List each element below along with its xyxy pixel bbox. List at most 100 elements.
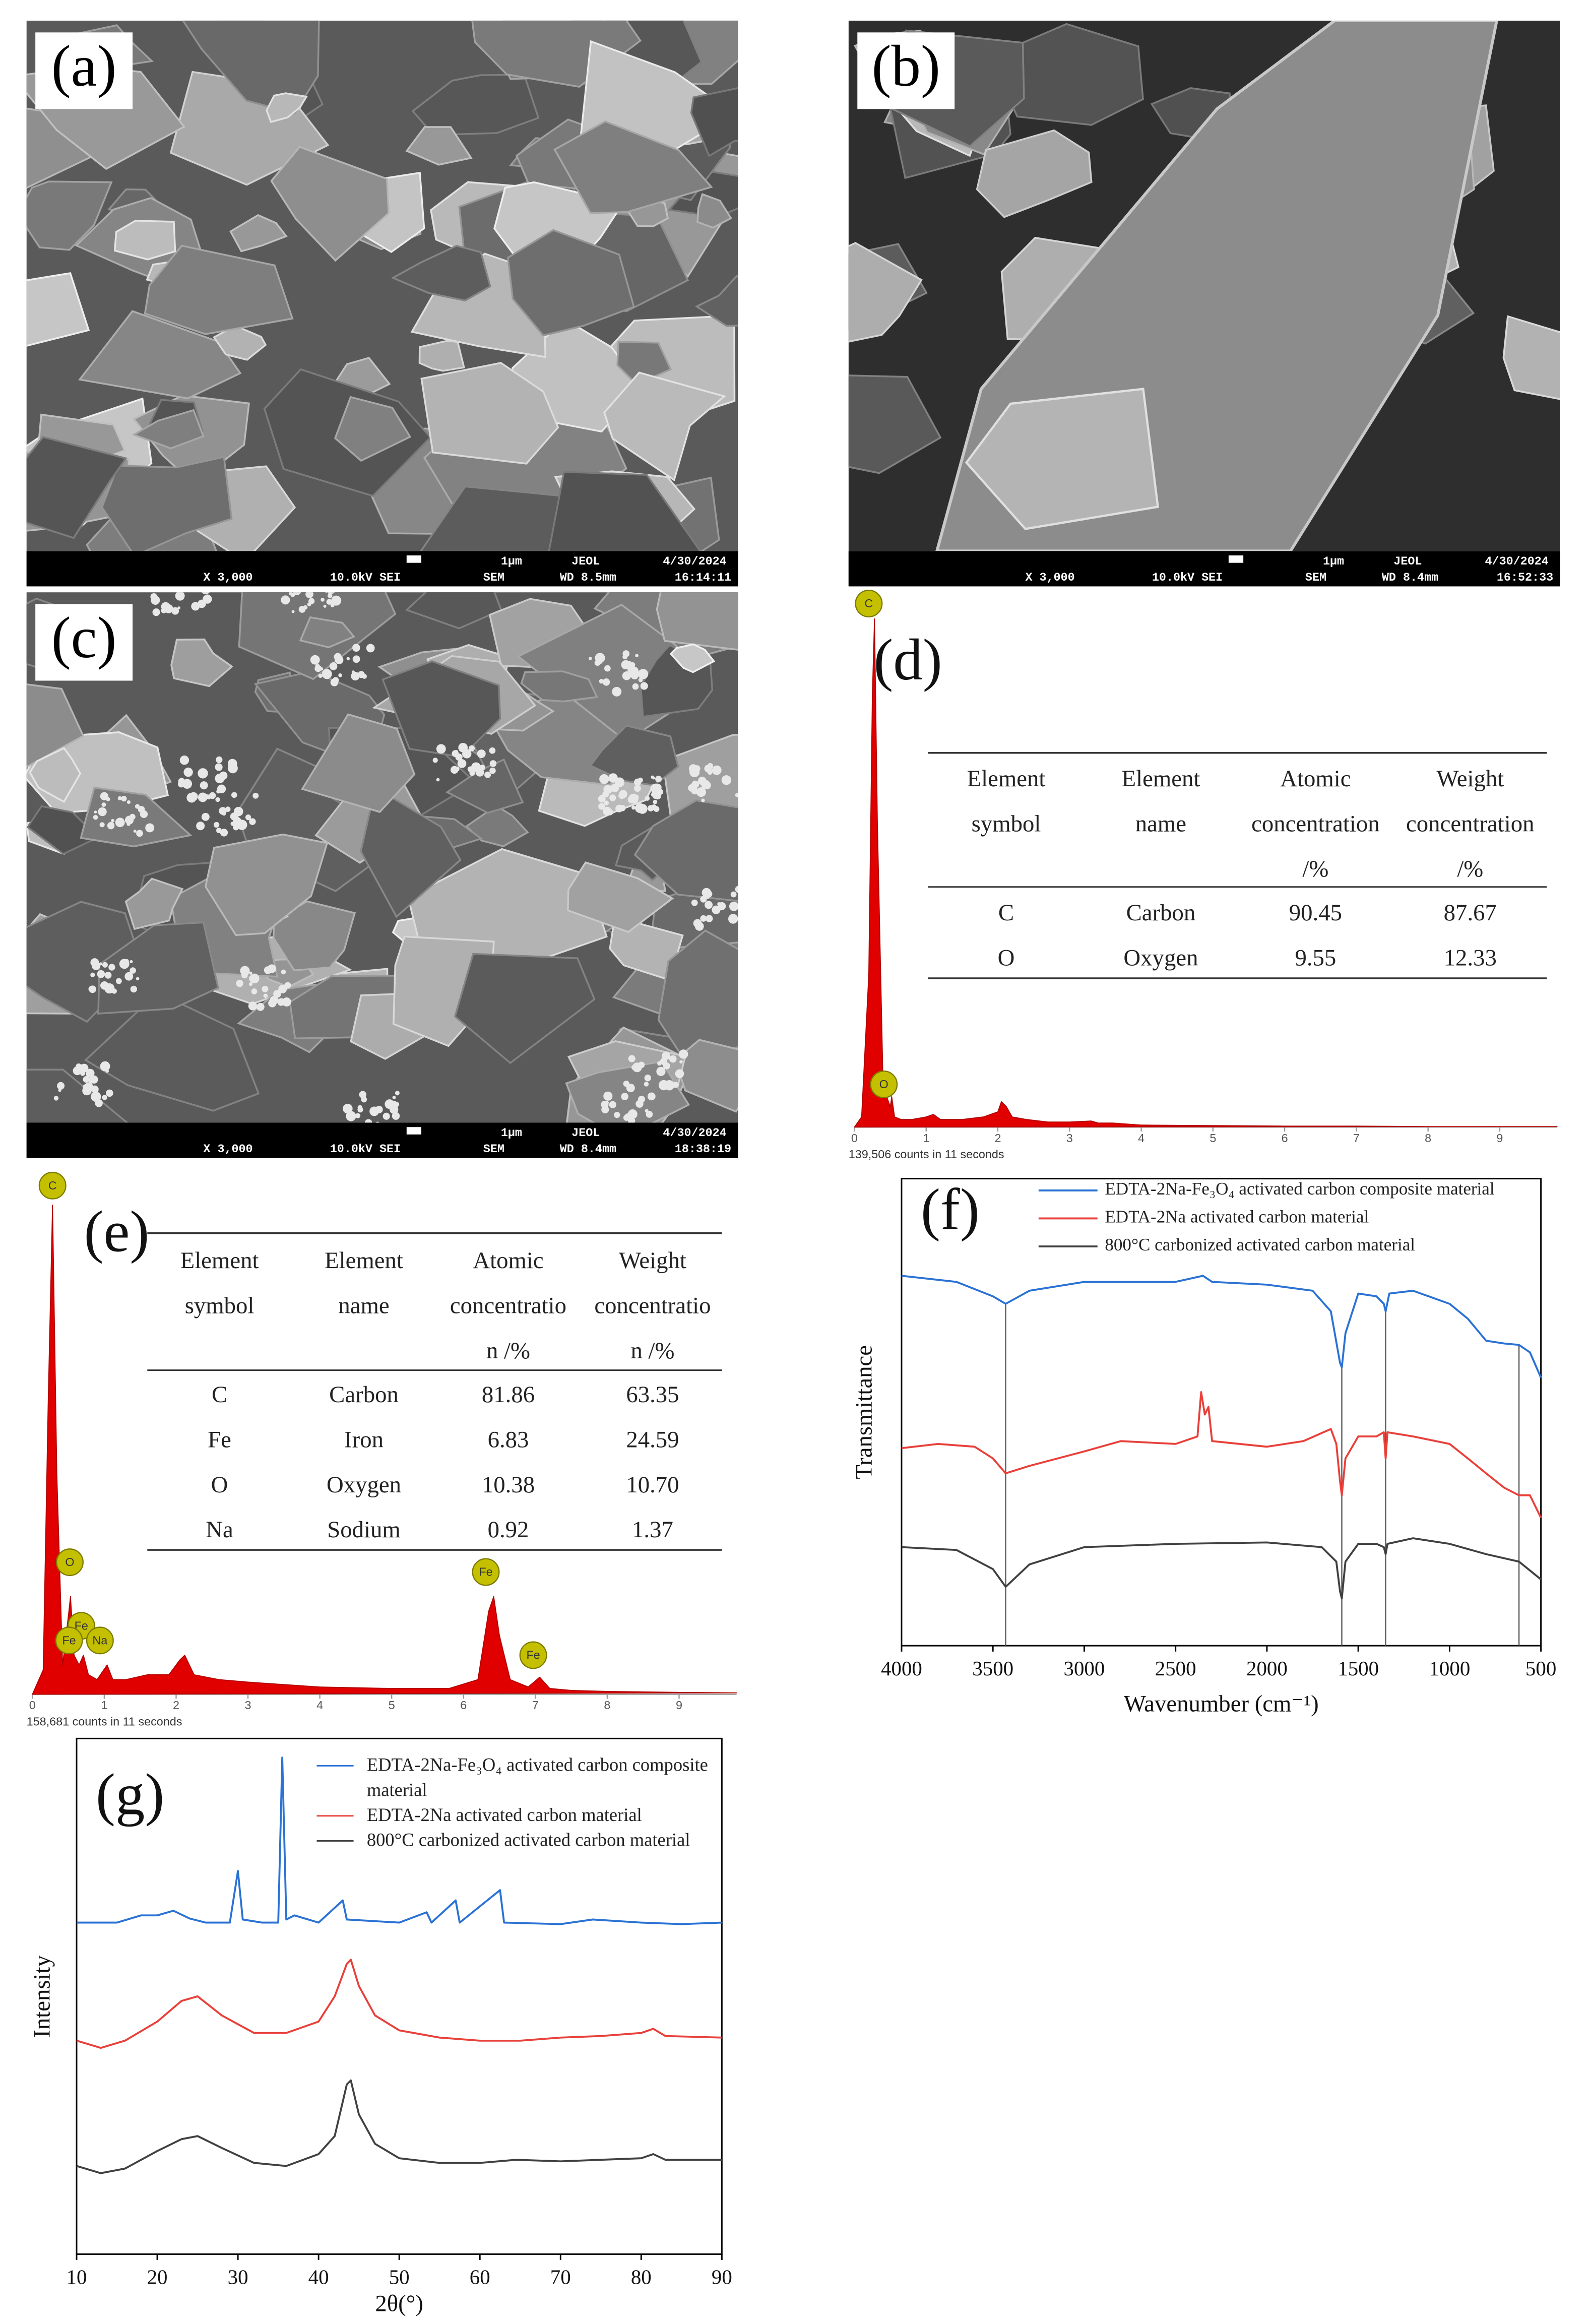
x-tick-label: 5 [1210,1132,1216,1145]
sem-speck [623,1114,630,1121]
sem-speck [638,669,649,679]
sem-speck [622,671,631,680]
sem-speck [196,822,205,831]
sem-flake [26,805,100,855]
sem-speck [640,682,648,690]
sem-speck [99,822,105,828]
sem-speck [712,765,722,775]
sem-speck [175,592,185,601]
sem-speck [663,1062,670,1070]
sem-speck [707,890,711,894]
sem-flake [690,87,738,157]
sem-speck [375,1121,379,1123]
sem-speck [232,824,239,831]
sem-speck [651,804,657,810]
sem-info: 10.0kV SEI [330,572,401,585]
peak-marker [472,1558,500,1586]
sem-speck [236,979,243,987]
sem-speck [366,644,375,653]
sem-speck [102,962,108,968]
table-header: n /% [486,1338,530,1364]
x-tick-label: 9 [676,1699,682,1712]
sem-speck [335,655,344,664]
x-tick-label: 2500 [1155,1657,1196,1680]
sem-speck [151,595,160,605]
sem-speck [678,1049,688,1059]
sem-speck [216,789,220,794]
sem-speck [658,1080,669,1091]
table-header: Element [967,766,1046,792]
x-tick-label: 50 [389,2266,410,2289]
sem-speck [136,830,143,837]
sem-speck [622,650,630,657]
sem-speck [90,958,99,967]
sem-flake [26,683,85,768]
sem-speck [117,796,122,800]
legend-label: 800°C carbonized activated carbon materi… [1105,1235,1415,1254]
sem-speck [635,1100,644,1108]
x-tick-label: 0 [29,1699,36,1712]
x-tick-label: 1000 [1429,1657,1470,1680]
sem-flake [80,786,193,848]
sem-speck [477,749,486,759]
sem-flake [84,991,260,1112]
sem-flake [520,670,599,703]
sem-speck [395,1091,400,1096]
table-header: n /% [630,1338,674,1364]
table-cell: Iron [344,1426,384,1453]
table-cell: C [998,900,1014,926]
spectrum-area [32,1205,737,1695]
sem-speck [650,784,660,793]
table-cell: 9.55 [1295,945,1336,971]
sem-flake [26,272,90,347]
legend-entry: EDTA-2Na activated carbon material [312,1803,719,1829]
sem-speck [644,1082,649,1087]
sem-speck [638,777,643,783]
sem-speck [322,669,332,679]
sem-speck [248,982,253,986]
table-cell: 81.86 [482,1381,535,1408]
panel-label: (a) [51,34,117,99]
x-tick-label: 3 [245,1699,251,1712]
sem-speck [203,594,212,604]
sem-flake [445,758,524,814]
sem-speck [222,811,226,816]
sem-info: 10.0kV SEI [1152,572,1223,585]
sem-speck [630,662,635,667]
sem-speck [281,969,286,975]
sem-speck [432,758,438,763]
sem-speck [346,657,350,661]
sem-info: 18:38:19 [675,1143,731,1156]
sem-speck [109,965,114,970]
sem-speck [603,785,613,794]
sem-info: 16:14:11 [675,572,731,585]
x-tick-label: 3 [1066,1132,1073,1145]
sem-data-bar [26,551,738,587]
table-header: Atomic [473,1247,543,1274]
sem-speck [675,1069,684,1079]
table-cell: 6.83 [488,1426,529,1453]
panel-label-box [35,604,133,681]
sem-speck [220,829,228,837]
sem-speck [357,671,365,678]
sem-speck [57,1082,65,1090]
sem-speck [603,1091,613,1101]
sem-flake [669,643,716,673]
sem-speck [645,795,650,801]
sem-speck [177,606,180,610]
sem-flake [26,1069,129,1123]
series-line [901,1391,1542,1519]
sem-speck [696,787,707,797]
sem-speck [215,797,220,802]
peak-marker [855,590,883,617]
sem-speck [489,747,496,754]
sem-speck [628,1055,635,1062]
sem-speck [469,745,475,751]
sem-speck [327,593,333,598]
sem-speck [130,967,136,974]
x-tick-label: 4000 [881,1657,922,1680]
x-tick-label: 1500 [1338,1657,1379,1680]
sem-speck [662,1051,670,1060]
sem-speck [126,822,131,826]
